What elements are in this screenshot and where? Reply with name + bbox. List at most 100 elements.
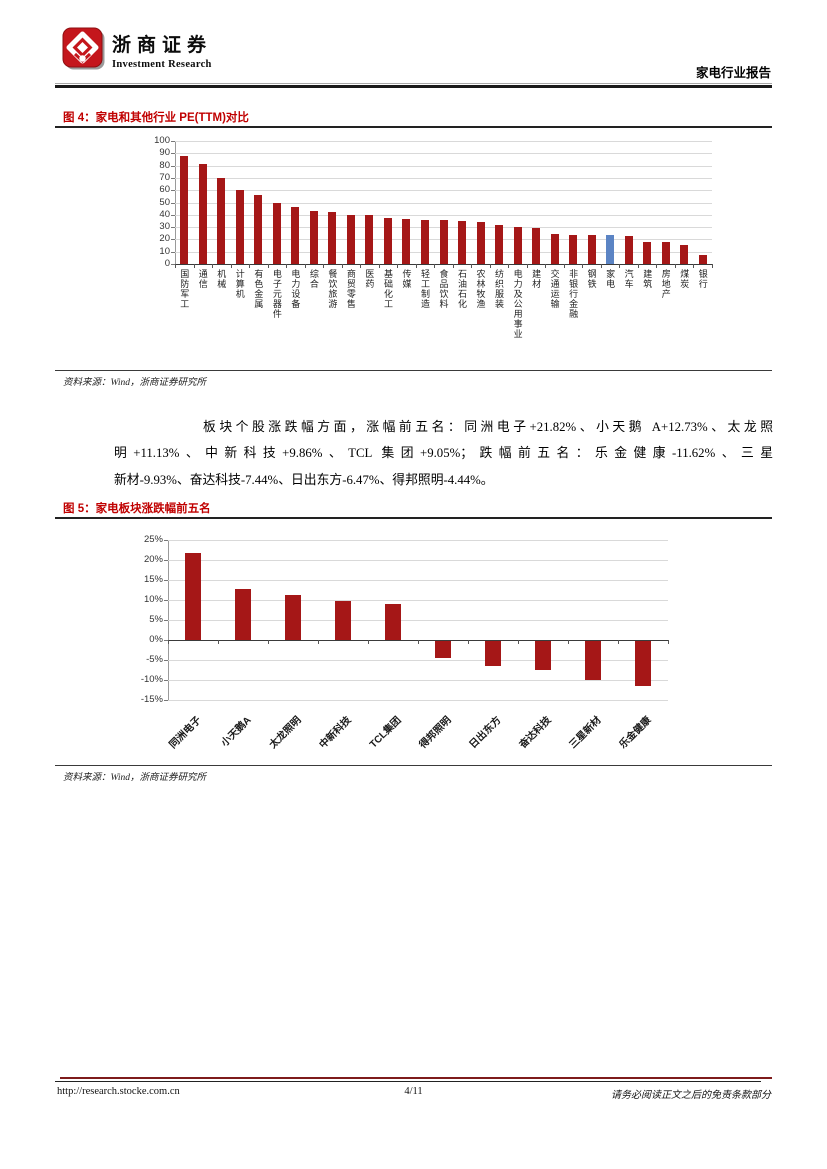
x-axis-tick (545, 264, 547, 268)
x-axis-label: 电力设备 (290, 269, 301, 309)
x-axis-label: 通信 (197, 269, 208, 289)
bar-建筑 (643, 241, 652, 264)
y-axis-tick (171, 251, 175, 253)
y-axis-label: 40 (159, 208, 170, 220)
x-axis-tick (304, 264, 306, 268)
y-axis-label: 10% (143, 594, 163, 605)
gridline (168, 700, 668, 701)
bar-基础化工 (383, 218, 392, 264)
y-axis-label: 50 (159, 196, 170, 208)
y-axis-label: 60 (159, 184, 170, 196)
x-axis-tick (508, 264, 510, 268)
x-axis-tick (286, 264, 288, 268)
y-axis-tick (164, 580, 168, 581)
x-axis-tick (693, 264, 695, 268)
footer-research-url[interactable]: http://research.stocke.com.cn (57, 1086, 180, 1097)
bar-传媒 (402, 219, 411, 264)
y-axis-tick (164, 660, 168, 661)
x-axis-label: 建材 (531, 269, 542, 289)
bar-钢铁 (587, 235, 596, 264)
gridline (175, 177, 712, 179)
x-axis-tick (600, 264, 602, 268)
x-axis-label: 电子元器件 (271, 269, 282, 319)
x-axis-tick (452, 264, 454, 268)
x-axis-tick (526, 264, 528, 268)
x-axis-label: 餐饮旅游 (327, 269, 338, 309)
x-axis-label: 国防军工 (179, 269, 190, 309)
bar-电力设备 (291, 206, 300, 264)
x-axis-tick (212, 264, 214, 268)
gainers-losers-bar-chart: -15% -10% -5% 0% 5% 10% 15% 20% 25% 同洲电子 小天鹅A 太龙照明中… (55, 524, 772, 764)
x-axis-tick (268, 640, 269, 644)
chart-plot-area (164, 540, 669, 701)
gridline (168, 540, 668, 541)
x-axis-label: 房地产 (660, 269, 671, 299)
y-axis-tick (171, 264, 175, 265)
x-axis-tick (637, 264, 639, 268)
x-axis-label: 煤炭 (679, 269, 690, 289)
gridline (168, 660, 668, 661)
x-axis-label: 钢铁 (586, 269, 597, 289)
gridline (175, 141, 712, 142)
bar-汽车 (624, 235, 633, 264)
bar-食品饮料 (439, 220, 448, 264)
y-axis-label: 10 (159, 245, 170, 257)
x-axis-tick (619, 264, 621, 268)
figure5-source: 资料来源：Wind，浙商证券研究所 (63, 773, 207, 783)
x-axis-tick (360, 264, 362, 268)
gridline (168, 680, 668, 681)
x-axis-label: 轻工制造 (419, 269, 430, 309)
x-axis-label: 医药 (364, 269, 375, 289)
gridline (175, 165, 712, 167)
x-axis-label: 非银行金融 (568, 269, 579, 319)
y-axis-label: 80 (159, 159, 170, 171)
bar-有色金属 (254, 194, 263, 264)
header-divider-thick (55, 85, 772, 88)
x-axis-tick (341, 264, 343, 268)
x-axis-tick (418, 640, 419, 644)
x-axis-tick (193, 264, 195, 268)
y-axis-label: 100 (154, 135, 170, 146)
x-axis-tick (674, 264, 676, 268)
y-axis-label: -10% (140, 674, 163, 685)
gridline (168, 620, 668, 621)
y-axis-label: 20% (143, 554, 163, 565)
y-axis-tick (164, 680, 168, 681)
brand-name-en: Investment Research (112, 59, 212, 70)
paragraph-line: 新材-9.93%、奋达科技-7.44%、日出东方-6.47%、得邦照明-4.44… (114, 472, 494, 487)
y-axis-label: 0% (149, 634, 163, 645)
bar-房地产 (661, 242, 670, 264)
gridline (168, 600, 668, 601)
bar-银行 (698, 254, 707, 264)
bar-奋达科技 (535, 640, 551, 670)
chart-plot-area (171, 141, 713, 268)
y-axis-label: 0 (164, 258, 170, 269)
bar-太龙照明 (285, 595, 301, 640)
x-axis-label: 汽车 (623, 269, 634, 289)
x-axis-tick (323, 264, 325, 268)
x-axis-label: 电力及公用事业 (512, 269, 523, 339)
paragraph-line: 明+11.13%、中新科技+9.86%、TCL 集团+9.05%；跌幅前五名：乐… (114, 446, 773, 461)
y-axis-label: 90 (159, 147, 170, 159)
y-axis-label: 5% (149, 614, 163, 625)
bar-纺织服装 (495, 225, 504, 264)
bar-通信 (198, 163, 207, 264)
x-axis-tick (415, 264, 417, 268)
x-axis-tick (656, 264, 658, 268)
x-axis-label: 家电 (605, 269, 616, 289)
bar-计算机 (235, 189, 244, 264)
bar-得邦照明 (435, 640, 451, 658)
x-axis-tick (397, 264, 399, 268)
y-axis-label: 25% (143, 534, 163, 545)
x-axis-tick (563, 264, 565, 268)
x-axis-tick (175, 264, 176, 268)
y-axis-tick (171, 153, 175, 155)
body-paragraph: 板块个股涨跌幅方面，涨幅前五名：同洲电子+21.82%、小天鹅 A+12.73%… (114, 414, 773, 493)
bar-非银行金融 (569, 235, 578, 264)
bar-餐饮旅游 (328, 211, 337, 264)
gridline (175, 202, 712, 204)
y-axis-label: -5% (146, 654, 163, 665)
header-divider (55, 83, 772, 88)
y-axis-tick (171, 165, 175, 167)
